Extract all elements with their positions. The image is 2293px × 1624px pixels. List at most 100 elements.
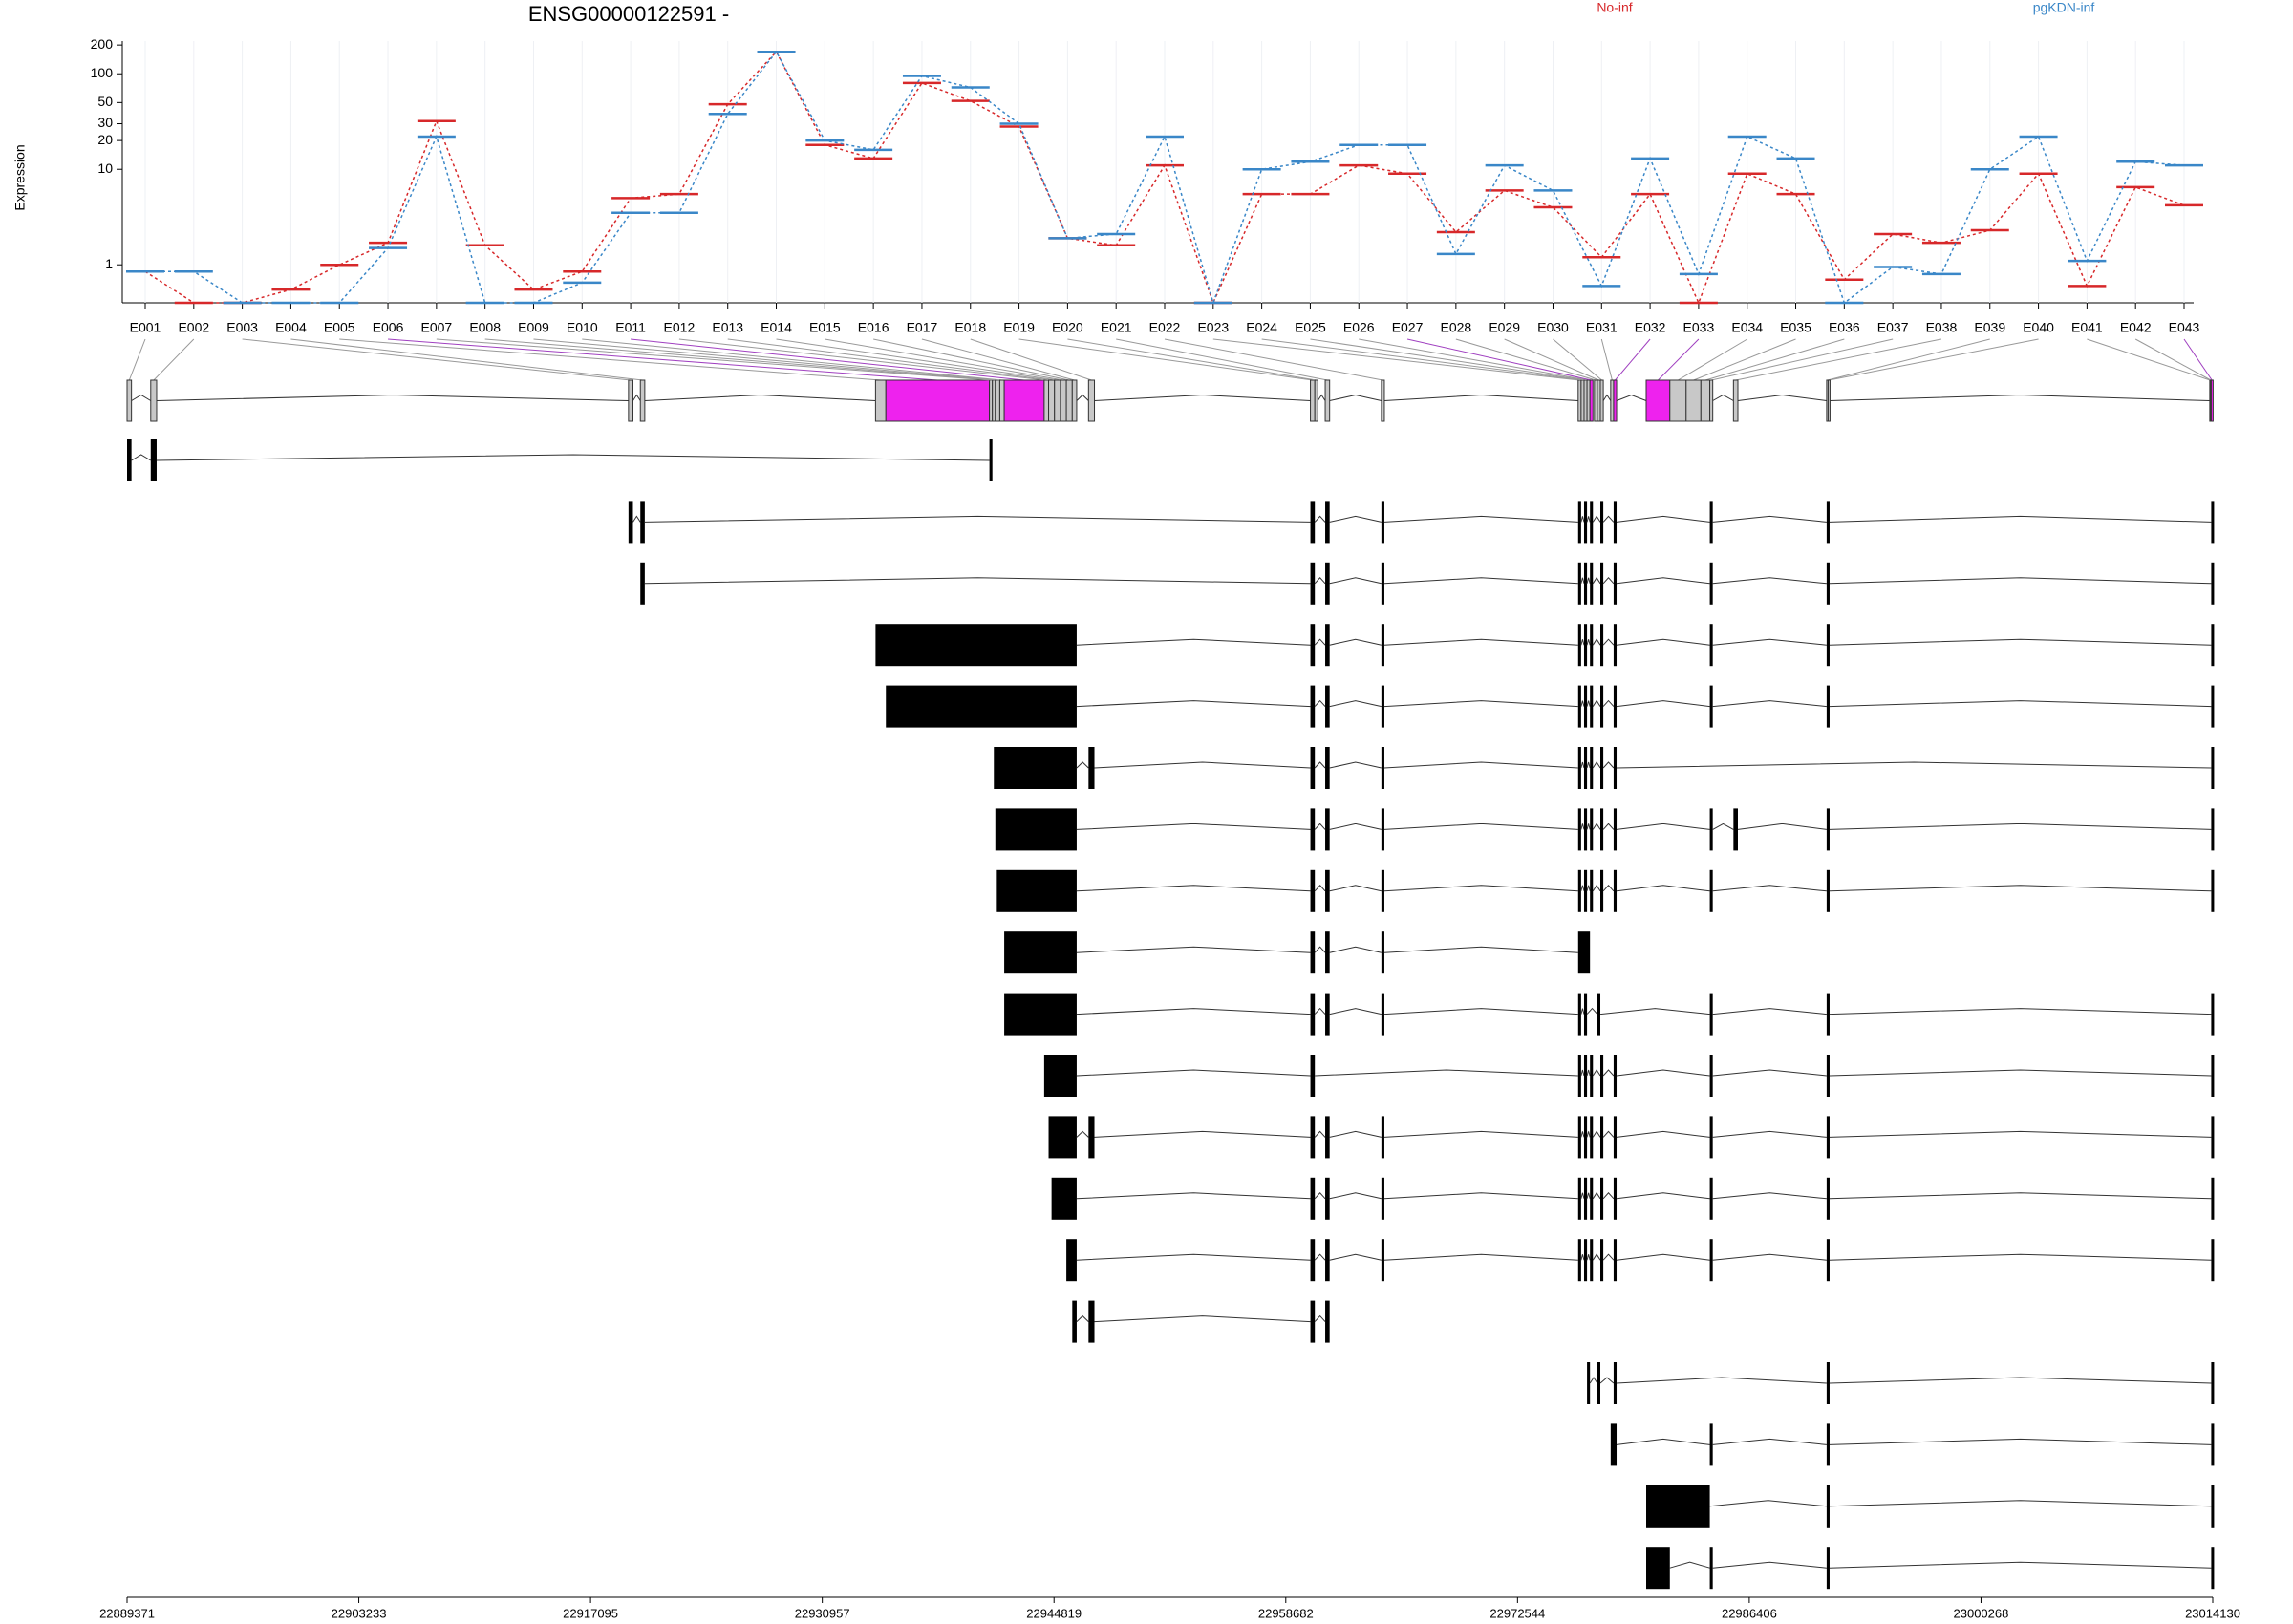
x-tick-label: E022 — [1149, 320, 1181, 335]
exon-bin — [150, 379, 158, 422]
y-tick-label: 200 — [91, 36, 114, 52]
exon-connector — [825, 338, 1064, 381]
x-tick-label: E007 — [421, 320, 453, 335]
transcript-exon — [1826, 1485, 1830, 1528]
transcript-exon — [1613, 501, 1618, 544]
x-tick-label: E014 — [761, 320, 792, 335]
transcript-exon — [1709, 624, 1713, 667]
x-tick-label: E002 — [178, 320, 209, 335]
transcript-intron — [1315, 1069, 1578, 1077]
exon-bin — [1613, 379, 1618, 422]
transcript-exon — [1583, 685, 1588, 728]
transcript-exon — [1325, 747, 1330, 789]
x-tick-label: E009 — [518, 320, 549, 335]
exon-bin — [1060, 379, 1067, 422]
transcript-exon — [1709, 1116, 1713, 1159]
transcript-intron — [1076, 1130, 1089, 1138]
transcript-exon — [1310, 931, 1316, 974]
transcript-exon — [1310, 1055, 1316, 1097]
transcript-intron — [1383, 515, 1578, 523]
transcript-exon — [1381, 501, 1384, 544]
exon-bin — [874, 379, 887, 422]
exon-bin — [1685, 379, 1702, 422]
genome-tick-label: 23014130 — [2185, 1606, 2240, 1620]
transcript-intron — [1712, 577, 1827, 585]
transcript-intron — [1829, 638, 2212, 646]
transcript-exon — [1325, 685, 1330, 728]
transcript-intron — [1383, 1008, 1578, 1015]
transcript-intron — [1616, 1130, 1710, 1138]
transcript-intron — [1616, 1069, 1710, 1077]
transcript-exon — [1577, 808, 1581, 851]
chart-title: ENSG00000122591 - — [528, 2, 729, 26]
legend-label: pgKDN-inf — [2033, 0, 2095, 15]
exon-connector — [921, 338, 1075, 381]
transcript-intron — [1829, 823, 2212, 830]
transcript-intron — [1314, 1314, 1326, 1322]
transcript-exon — [1381, 869, 1384, 912]
transcript-exon — [1590, 501, 1594, 544]
exon-bin — [1071, 379, 1078, 422]
transcript-intron — [1329, 1253, 1382, 1261]
transcript-intron — [1592, 761, 1601, 769]
transcript-exon — [1310, 685, 1316, 728]
transcript-intron — [1592, 638, 1601, 646]
transcript-exon — [1088, 1300, 1095, 1343]
transcript-exon — [1613, 1177, 1618, 1220]
intron — [1616, 394, 1647, 401]
transcript-exon — [1325, 1116, 1330, 1159]
transcript-exon — [1709, 808, 1713, 851]
exon-connector — [631, 338, 1025, 381]
transcript-intron — [1586, 823, 1591, 830]
exon-connector — [1018, 338, 1313, 381]
transcript-exon — [996, 869, 1077, 912]
transcript-intron — [1586, 700, 1591, 707]
exon-connector — [1615, 338, 1651, 381]
transcript-exon — [2211, 624, 2215, 667]
transcript-intron — [1616, 885, 1710, 892]
transcript-intron — [1329, 577, 1382, 585]
transcript-exon — [1590, 685, 1594, 728]
transcript-exon — [1600, 747, 1604, 789]
exon-connector — [339, 338, 881, 381]
transcript-intron — [632, 515, 641, 523]
exon-connector — [533, 338, 998, 381]
exon-bin — [126, 379, 133, 422]
x-tick-label: E032 — [1635, 320, 1666, 335]
transcript-intron — [1712, 515, 1827, 523]
exon-connector — [388, 338, 938, 381]
transcript-intron — [1602, 577, 1615, 585]
exon-connector — [582, 338, 1002, 381]
exon-bin — [1314, 379, 1318, 422]
transcript-exon — [2211, 1547, 2215, 1590]
intron — [1602, 394, 1612, 401]
transcript-intron — [1602, 1192, 1615, 1200]
transcript-exon — [1066, 1239, 1077, 1282]
transcript-intron — [1709, 1500, 1827, 1507]
transcript-intron — [1616, 1438, 1710, 1445]
exon-connector — [1553, 338, 1602, 381]
transcript-intron — [1314, 638, 1326, 646]
transcript-intron — [1617, 1377, 1827, 1384]
transcript-exon — [1590, 1239, 1594, 1282]
transcript-intron — [1592, 699, 1601, 707]
transcript-intron — [1314, 515, 1326, 523]
transcript-intron — [1712, 638, 1827, 646]
transcript-intron — [1580, 885, 1585, 891]
transcript-exon — [1577, 931, 1591, 974]
transcript-exon — [1600, 1239, 1604, 1282]
transcript-intron — [1829, 1192, 2212, 1200]
transcript-intron — [1314, 946, 1326, 953]
transcript-exon — [2211, 1423, 2215, 1466]
transcript-exon — [875, 624, 1077, 667]
transcript-exon — [1072, 1300, 1077, 1343]
transcript-intron — [1737, 823, 1827, 830]
transcript-exon — [1381, 1239, 1384, 1282]
exon-connector — [1504, 338, 1599, 381]
transcript-exon — [1826, 1055, 1830, 1097]
transcript-intron — [1383, 1253, 1578, 1261]
transcript-exon — [1577, 685, 1581, 728]
transcript-intron — [1586, 577, 1591, 584]
transcript-intron — [1602, 1069, 1615, 1077]
transcript-intron — [1669, 1561, 1710, 1569]
